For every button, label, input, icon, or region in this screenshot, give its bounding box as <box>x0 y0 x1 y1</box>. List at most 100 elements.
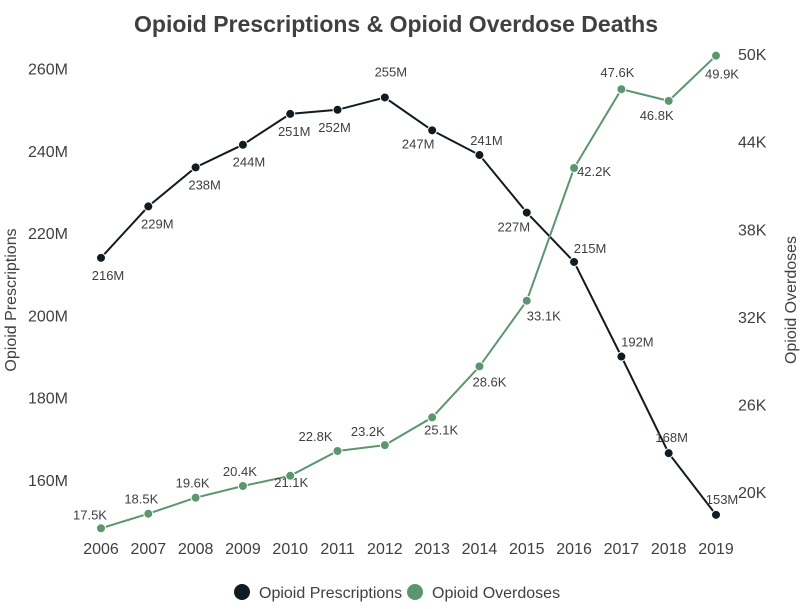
x-tick-label: 2013 <box>414 541 450 558</box>
x-tick-label: 2007 <box>131 541 167 558</box>
data-point-prescriptions[interactable] <box>569 256 580 267</box>
data-point-prescriptions[interactable] <box>427 125 438 136</box>
data-point-overdoses[interactable] <box>616 84 627 95</box>
series-overdoses: 17.5K 18.5K 19.6K 20.4K 21.1K 22.8K 23.2K 25.1K… <box>73 50 739 534</box>
data-point-prescriptions[interactable] <box>663 448 674 459</box>
left-tick-label: 160M <box>28 473 68 490</box>
data-label-prescriptions: 153M <box>706 492 739 507</box>
left-axis-label: Opioid Prescriptions <box>3 228 20 371</box>
data-label-prescriptions: 241M <box>470 133 503 148</box>
data-label-prescriptions: 192M <box>621 335 654 350</box>
x-tick-label: 2009 <box>225 541 261 558</box>
legend-item-overdoses[interactable]: Opioid Overdoses <box>407 584 560 602</box>
data-label-prescriptions: 244M <box>233 155 266 170</box>
data-label-prescriptions: 252M <box>318 120 351 135</box>
x-tick-label: 2008 <box>178 541 214 558</box>
left-tick-label: 200M <box>28 308 68 325</box>
data-point-overdoses[interactable] <box>663 95 674 106</box>
left-axis: 160M 180M 200M 220M 240M 260M <box>28 62 68 490</box>
data-label-prescriptions: 168M <box>655 430 688 445</box>
data-point-overdoses[interactable] <box>332 445 343 456</box>
x-tick-label: 2010 <box>272 541 308 558</box>
data-point-prescriptions[interactable] <box>190 162 201 173</box>
data-label-overdoses: 18.5K <box>124 492 158 507</box>
series-layer: 216M 229M 238M 244M 251M 252M 255M 247M 241M 227M… <box>73 50 739 534</box>
data-point-overdoses[interactable] <box>474 361 485 372</box>
data-point-prescriptions[interactable] <box>711 509 721 520</box>
series-prescriptions: 216M 229M 238M 244M 251M 252M 255M 247M 241M 227M… <box>92 64 739 520</box>
x-axis: 2006 2007 2008 2009 2010 2011 2012 2013 2014 2015… <box>83 541 734 558</box>
data-point-prescriptions[interactable] <box>332 104 343 115</box>
legend-label-overdoses: Opioid Overdoses <box>432 585 560 602</box>
data-point-prescriptions[interactable] <box>96 252 106 263</box>
data-label-overdoses: 42.2K <box>577 164 611 179</box>
left-tick-label: 240M <box>28 144 68 161</box>
x-tick-label: 2006 <box>83 541 119 558</box>
x-tick-label: 2014 <box>462 541 498 558</box>
x-tick-label: 2012 <box>367 541 403 558</box>
data-label-overdoses: 25.1K <box>424 422 458 437</box>
legend: Opioid Prescriptions Opioid Overdoses <box>234 584 560 602</box>
data-point-overdoses[interactable] <box>427 412 438 423</box>
series-line-overdoses <box>100 54 717 530</box>
right-tick-label: 32K <box>738 310 767 327</box>
right-tick-label: 20K <box>738 485 767 502</box>
data-label-overdoses: 28.6K <box>472 374 506 389</box>
legend-marker-overdoses <box>407 584 423 600</box>
right-tick-label: 44K <box>738 135 767 152</box>
data-label-overdoses: 20.4K <box>223 464 257 479</box>
data-point-prescriptions[interactable] <box>285 108 296 119</box>
data-label-prescriptions: 238M <box>188 177 221 192</box>
data-label-prescriptions: 215M <box>574 241 607 256</box>
x-tick-label: 2011 <box>320 541 355 558</box>
data-label-overdoses: 17.5K <box>73 507 107 522</box>
data-label-prescriptions: 229M <box>141 216 174 231</box>
data-label-overdoses: 19.6K <box>176 476 210 491</box>
data-label-prescriptions: 251M <box>278 124 311 139</box>
right-axis: 20K 26K 32K 38K 44K 50K <box>738 47 767 502</box>
legend-item-prescriptions[interactable]: Opioid Prescriptions <box>234 584 402 602</box>
data-point-overdoses[interactable] <box>379 440 390 451</box>
right-tick-label: 38K <box>738 222 767 239</box>
x-tick-label: 2018 <box>651 541 687 558</box>
data-label-overdoses: 47.6K <box>600 65 634 80</box>
left-tick-label: 180M <box>28 391 68 408</box>
data-label-overdoses: 33.1K <box>527 309 561 324</box>
data-point-overdoses[interactable] <box>521 295 532 306</box>
data-label-overdoses: 21.1K <box>274 475 308 490</box>
x-tick-label: 2019 <box>698 541 734 558</box>
data-point-prescriptions[interactable] <box>237 139 248 150</box>
data-point-overdoses[interactable] <box>96 523 106 534</box>
left-tick-label: 220M <box>28 226 68 243</box>
data-point-overdoses[interactable] <box>285 470 296 481</box>
data-label-overdoses: 22.8K <box>299 429 333 444</box>
data-label-prescriptions: 216M <box>92 268 125 283</box>
legend-marker-prescriptions <box>234 584 250 600</box>
left-tick-label: 260M <box>28 62 68 79</box>
series-line-prescriptions <box>100 96 717 516</box>
data-point-overdoses[interactable] <box>190 492 201 503</box>
data-point-prescriptions[interactable] <box>143 201 154 212</box>
data-point-prescriptions[interactable] <box>474 150 485 161</box>
data-point-prescriptions[interactable] <box>521 207 532 218</box>
chart-title: Opioid Prescriptions & Opioid Overdose D… <box>134 11 658 37</box>
data-label-overdoses: 46.8K <box>640 108 674 123</box>
data-label-prescriptions: 247M <box>402 136 435 151</box>
data-label-overdoses: 23.2K <box>351 424 385 439</box>
data-point-prescriptions[interactable] <box>616 351 627 362</box>
data-point-prescriptions[interactable] <box>379 92 390 103</box>
x-tick-label: 2017 <box>604 541 640 558</box>
x-tick-label: 2016 <box>556 541 592 558</box>
right-tick-label: 50K <box>738 47 767 64</box>
data-point-overdoses[interactable] <box>237 480 248 491</box>
right-axis-label: Opioid Overdoses <box>783 236 800 364</box>
data-label-prescriptions: 255M <box>375 64 408 79</box>
data-point-overdoses[interactable] <box>569 162 580 173</box>
data-label-overdoses: 49.9K <box>705 67 739 82</box>
data-point-overdoses[interactable] <box>143 508 154 519</box>
legend-label-prescriptions: Opioid Prescriptions <box>259 585 402 602</box>
data-point-overdoses[interactable] <box>711 50 721 61</box>
data-label-prescriptions: 227M <box>498 220 531 235</box>
x-tick-label: 2015 <box>509 541 545 558</box>
